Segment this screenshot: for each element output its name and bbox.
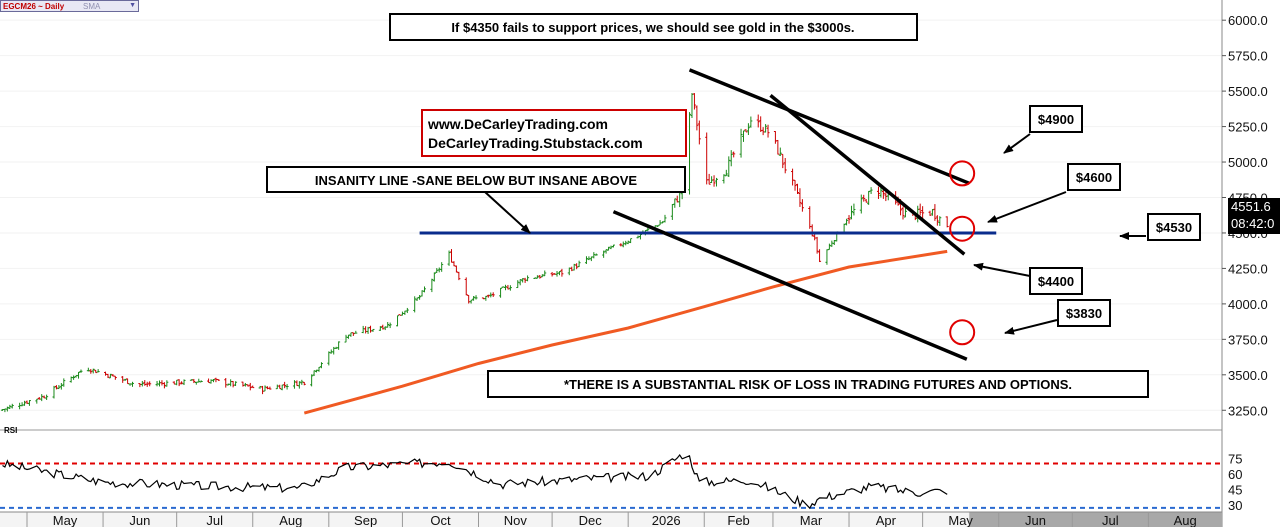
time-axis-band <box>0 512 1222 527</box>
annotation-arrows <box>484 133 1146 335</box>
month-label: Oct <box>430 513 451 527</box>
annotation-arrow <box>973 262 1031 277</box>
price-tick-label: 5500.0 <box>1228 84 1268 99</box>
month-label: Feb <box>727 513 749 527</box>
target-circle <box>949 215 976 242</box>
annotation-arrow <box>1003 133 1031 154</box>
target-4400-label: $4400 <box>1038 274 1074 289</box>
price-tick-label: 4000.0 <box>1228 297 1268 312</box>
rsi-tick-label: 60 <box>1228 467 1242 482</box>
price-tick-label: 4250.0 <box>1228 261 1268 276</box>
last-price-badge: 4551.6 08:42:0 <box>1228 198 1280 234</box>
symbol-ticker: EGCM26 ~ Daily <box>3 2 65 11</box>
month-label: Apr <box>876 513 897 527</box>
annotation-arrow <box>1004 319 1058 335</box>
headline-text: If $4350 fails to support prices, we sho… <box>451 20 854 35</box>
price-tick-label: 3500.0 <box>1228 368 1268 383</box>
month-label: Jul <box>206 513 223 527</box>
month-label: 2026 <box>652 513 681 527</box>
rsi-tick-label: 45 <box>1228 482 1242 497</box>
trendline <box>769 94 966 256</box>
month-label: Mar <box>800 513 823 527</box>
website-line-1: www.DeCarleyTrading.com <box>427 116 608 132</box>
price-tick-label: 3250.0 <box>1228 403 1268 418</box>
target-4600-box: $4600 <box>1067 163 1121 191</box>
target-3830-label: $3830 <box>1066 306 1102 321</box>
insanity-box: INSANITY LINE -SANE BELOW BUT INSANE ABO… <box>266 166 686 193</box>
target-4400-box: $4400 <box>1029 267 1083 295</box>
target-circle <box>949 160 976 187</box>
price-tick-label: 3750.0 <box>1228 332 1268 347</box>
rsi-line <box>2 453 948 510</box>
month-label: Sep <box>354 513 377 527</box>
rsi-tick-label: 75 <box>1228 451 1242 466</box>
month-label: Aug <box>1174 513 1197 527</box>
price-tick-label: 6000.0 <box>1228 13 1268 28</box>
annotation-arrow <box>987 191 1067 223</box>
symbol-selector[interactable]: EGCM26 ~ Daily SMA ▼ <box>0 0 139 12</box>
headline-box: If $4350 fails to support prices, we sho… <box>389 13 918 41</box>
month-label: Dec <box>579 513 603 527</box>
sma-path <box>303 249 948 415</box>
month-label: Jun <box>1025 513 1046 527</box>
target-circle <box>949 319 976 346</box>
target-3830-box: $3830 <box>1057 299 1111 327</box>
price-tick-label: 5000.0 <box>1228 155 1268 170</box>
candlesticks <box>0 93 949 413</box>
target-4600-label: $4600 <box>1076 170 1112 185</box>
time-axis: May Jun Jul Aug Sep Oct Nov Dec 2026 Feb Mar Apr May… <box>0 511 1222 527</box>
last-price-value: 4551.6 <box>1231 199 1271 214</box>
month-label: Jul <box>1102 513 1119 527</box>
trendline <box>612 210 968 361</box>
target-4900-box: $4900 <box>1029 105 1083 133</box>
chevron-down-icon[interactable]: ▼ <box>129 2 136 9</box>
website-box: www.DeCarleyTrading.com DeCarleyTrading.… <box>421 109 687 157</box>
month-label: Nov <box>504 513 528 527</box>
annotation-arrow <box>484 191 531 234</box>
time-remaining: 08:42:0 <box>1231 216 1275 231</box>
rsi-tick-label: 30 <box>1228 498 1242 513</box>
month-label: May <box>948 513 973 527</box>
target-4530-box: $4530 <box>1147 213 1201 241</box>
target-4900-label: $4900 <box>1038 112 1074 127</box>
indicator-label: SMA <box>83 2 101 11</box>
disclaimer-box: *THERE IS A SUBSTANTIAL RISK OF LOSS IN … <box>487 370 1149 398</box>
trendlines <box>419 68 997 361</box>
disclaimer-text: *THERE IS A SUBSTANTIAL RISK OF LOSS IN … <box>564 377 1072 392</box>
future-band <box>969 512 1222 527</box>
sma-line <box>303 249 948 415</box>
month-label: Aug <box>279 513 302 527</box>
month-label: May <box>53 513 78 527</box>
target-4530-label: $4530 <box>1156 220 1192 235</box>
price-tick-label: 5250.0 <box>1228 120 1268 135</box>
price-tick-label: 5750.0 <box>1228 49 1268 64</box>
target-circles <box>949 160 976 346</box>
website-line-2: DeCarleyTrading.Stubstack.com <box>428 135 643 151</box>
insanity-text: INSANITY LINE -SANE BELOW BUT INSANE ABO… <box>315 173 637 188</box>
trendline <box>688 68 970 185</box>
rsi-label: RSI <box>4 426 17 435</box>
month-label: Jun <box>129 513 150 527</box>
